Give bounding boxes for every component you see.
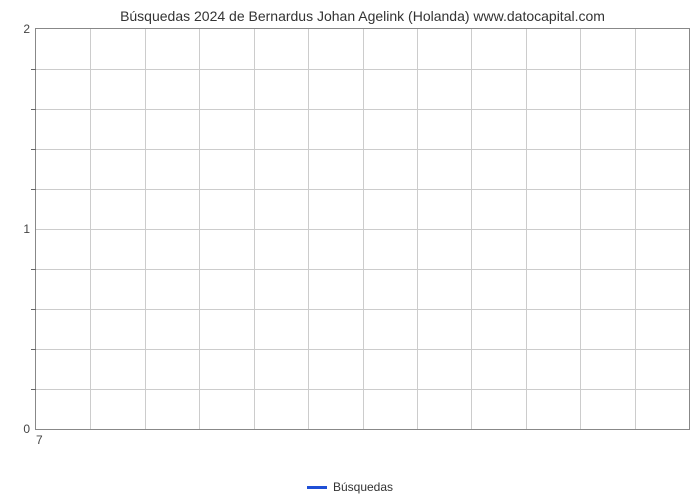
gridline-horizontal	[36, 349, 689, 350]
legend: Búsquedas	[0, 480, 700, 494]
x-axis-label: 7	[36, 429, 43, 447]
y-axis-label: 2	[23, 22, 36, 36]
gridline-horizontal	[36, 69, 689, 70]
y-axis-minor-tick	[31, 149, 36, 150]
y-axis-minor-tick	[31, 109, 36, 110]
plot-area: 0127	[35, 28, 690, 430]
legend-swatch	[307, 486, 327, 489]
gridline-horizontal	[36, 309, 689, 310]
y-axis-minor-tick	[31, 389, 36, 390]
y-axis-minor-tick	[31, 189, 36, 190]
y-axis-label: 0	[23, 422, 36, 436]
y-axis-minor-tick	[31, 349, 36, 350]
y-axis-minor-tick	[31, 269, 36, 270]
chart-title: Búsquedas 2024 de Bernardus Johan Agelin…	[35, 8, 690, 24]
legend-label: Búsquedas	[333, 480, 393, 494]
gridline-horizontal	[36, 389, 689, 390]
y-axis-label: 1	[23, 222, 36, 236]
chart-container: Búsquedas 2024 de Bernardus Johan Agelin…	[35, 8, 690, 450]
gridline-horizontal	[36, 109, 689, 110]
gridline-horizontal	[36, 269, 689, 270]
y-axis-minor-tick	[31, 309, 36, 310]
gridline-horizontal	[36, 149, 689, 150]
gridline-horizontal	[36, 189, 689, 190]
y-axis-minor-tick	[31, 69, 36, 70]
gridline-horizontal	[36, 229, 689, 230]
